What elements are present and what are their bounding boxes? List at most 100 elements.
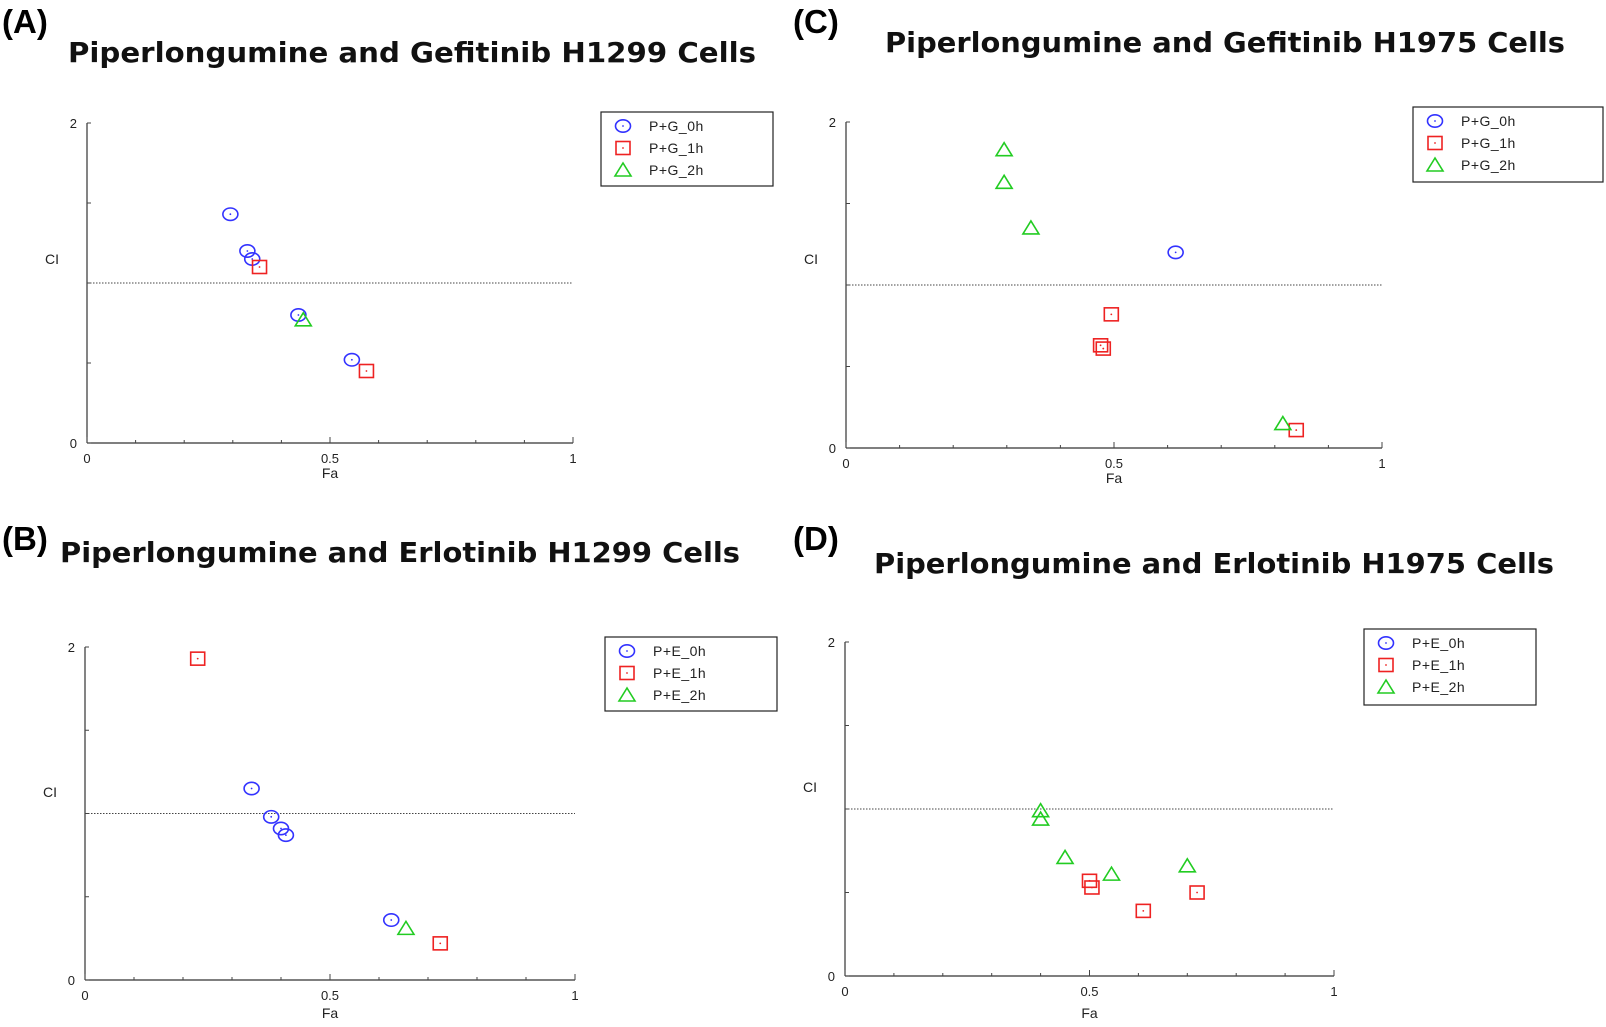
legend-marker-triangle [1376,678,1396,694]
x-tick-label: 0 [83,451,90,466]
data-point-triangle [1031,802,1051,818]
data-point-square [1084,880,1100,895]
data-point-square [1189,885,1205,900]
chart-panel-4: (D) Piperlongumine and Erlotinib H1975 Ce… [793,520,1554,1021]
data-point-square [432,936,449,951]
data-point-triangle [1055,848,1075,865]
legend-marker-circle [1426,114,1444,129]
data-point-circle [343,352,361,367]
data-point-square [189,651,206,666]
data-point-circle-center [270,815,273,818]
x-axis-label: Fa [322,465,339,481]
legend-marker-circle-center [626,650,628,652]
legend-marker-square-center [1385,664,1387,666]
data-point-circle-center [229,213,232,216]
legend-marker-square [619,665,635,681]
legend-entry: P+E_1h [1412,657,1465,673]
x-tick-label: 0 [81,988,88,1003]
y-tick-label: 0 [828,969,835,984]
legend-marker-square-center [1434,142,1436,144]
data-point-square [251,259,268,275]
data-point-square-center [258,266,261,268]
data-point-square [1092,338,1109,353]
y-axis-label: CI [43,784,57,800]
chart-panel-3: (C) Piperlongumine and Gefitinib H1975 Ce… [793,3,1604,486]
data-point-square-center [365,370,368,372]
legend-entry: P+G_0h [649,118,704,134]
legend-entry: P+G_2h [649,162,704,178]
data-point-square-center [1110,313,1113,316]
y-tick-label: 2 [70,116,77,131]
legend-entry: P+E_0h [653,643,706,659]
data-point-circle-center [285,834,287,837]
data-point-square-center [1295,429,1298,431]
legend-entry: P+G_1h [649,140,704,156]
x-tick-label: 0.5 [1080,984,1098,999]
panel-label: (D) [793,520,839,557]
data-point-circle-center [390,919,393,921]
x-tick-label: 1 [1378,456,1385,471]
legend-marker-square [1427,135,1443,151]
data-point-circle-center [280,827,282,830]
data-point-circle-center [246,250,249,252]
chart-panel-1: (A) Piperlongumine and Gefitinib H1299 Ce… [2,3,774,481]
data-point-circle [382,913,400,928]
data-point-circle [1167,245,1184,260]
x-tick-label: 0.5 [321,988,339,1003]
legend: P+E_0h P+E_1h P+E_2h [604,636,778,712]
data-point-circle-center [297,314,300,316]
legend-marker-square [1378,657,1394,673]
x-tick-label: 0.5 [1105,456,1123,471]
data-point-circle [277,828,295,843]
data-point-triangle [293,311,313,327]
legend-entry: P+G_2h [1461,157,1516,173]
data-point-square-center [196,657,199,660]
x-tick-label: 1 [571,988,578,1003]
y-tick-label: 0 [68,973,75,988]
y-tick-label: 0 [70,436,77,451]
y-tick-label: 2 [828,635,835,650]
y-tick-label: 2 [829,115,836,130]
legend: P+G_0h P+G_1h P+G_2h [1412,106,1604,183]
data-point-triangle [1021,219,1041,235]
data-point-triangle [1102,865,1121,881]
panel-label: (C) [793,3,839,40]
data-point-square-center [439,942,442,945]
legend-entry: P+E_0h [1412,635,1465,651]
legend-marker-triangle [617,686,637,702]
data-point-triangle [1031,810,1051,826]
data-point-circle-center [1174,251,1177,254]
legend-marker-circle-center [622,125,624,127]
data-point-square [1103,307,1120,322]
legend-marker-triangle [1425,156,1445,172]
legend-marker-circle-center [1385,642,1387,644]
chart-title: Piperlongumine and Gefitinib H1299 Cells [68,36,756,69]
data-point-circle-center [250,787,253,790]
data-point-square-center [1099,344,1102,347]
data-point-triangle [1177,857,1197,873]
legend-entry: P+E_2h [1412,679,1465,695]
data-point-triangle [1273,415,1293,431]
data-point-triangle [994,173,1014,190]
legend: P+G_0h P+G_1h P+G_2h [600,111,774,187]
data-point-square [1095,341,1112,356]
data-point-square [1135,903,1152,919]
y-tick-label: 2 [68,640,75,655]
y-tick-label: 0 [829,441,836,456]
x-tick-label: 0 [841,984,848,999]
legend-entry: P+G_1h [1461,135,1516,151]
x-tick-label: 0.5 [321,451,339,466]
y-axis-label: CI [804,251,818,267]
data-point-square-center [1142,909,1145,912]
data-point-square-center [1091,886,1093,889]
y-axis-label: CI [803,779,817,795]
data-point-circle-center [350,358,353,361]
x-axis-label: Fa [1081,1005,1098,1021]
legend-box [1412,106,1604,183]
panel-label: (B) [2,520,48,557]
legend-marker-square-center [626,672,628,674]
x-axis-label: Fa [322,1005,339,1021]
data-point-triangle [396,919,416,936]
data-point-circle [222,207,239,222]
